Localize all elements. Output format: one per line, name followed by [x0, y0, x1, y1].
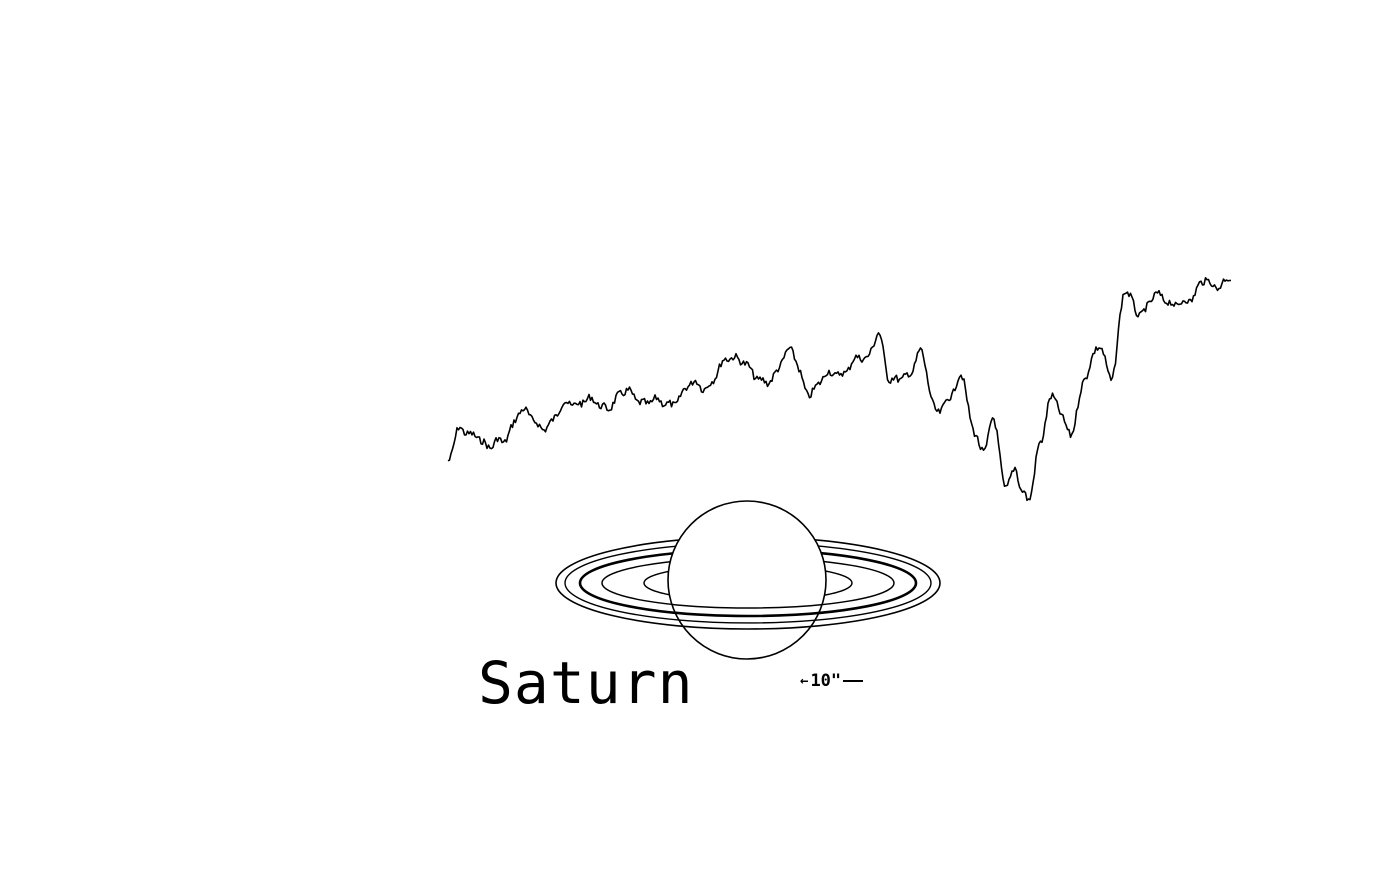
scale-label: 10": [810, 671, 842, 691]
rings-front: [668, 582, 826, 630]
scan-trace-line: [447, 277, 1232, 502]
scale-bar: ← 10": [800, 671, 864, 691]
left-arrow-icon: ←: [800, 673, 809, 689]
saturn-drawing: [555, 500, 941, 660]
planet-label: Saturn: [478, 649, 694, 717]
scale-line: [843, 680, 864, 682]
saturn-globe: [667, 500, 827, 660]
